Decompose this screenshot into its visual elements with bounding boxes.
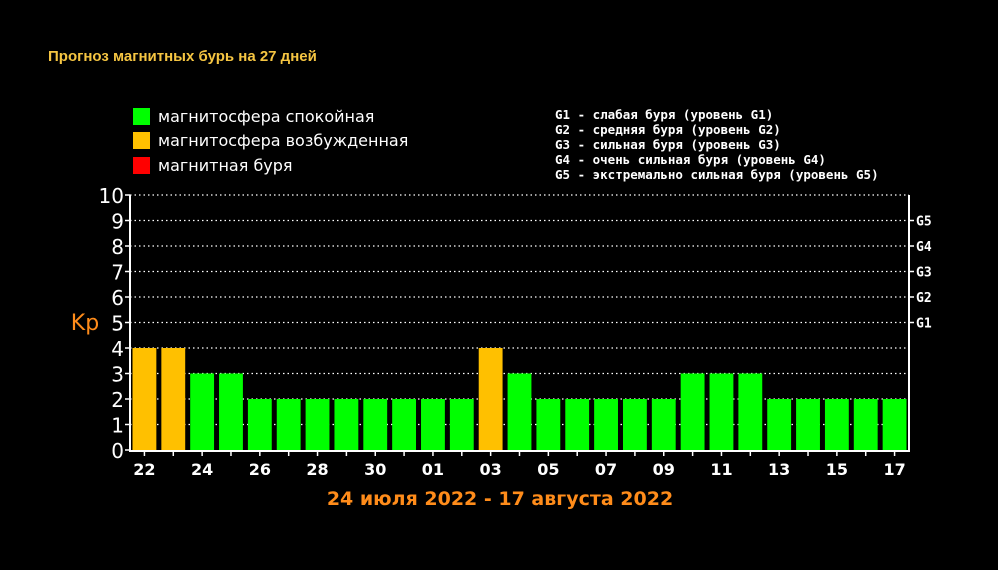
x-tick-label: 13 [768, 460, 790, 479]
x-tick-label: 28 [306, 460, 328, 479]
legend-label-quiet: магнитосфера спокойная [158, 106, 375, 126]
bar [363, 399, 388, 450]
y-tick-label: 4 [111, 337, 124, 361]
legend-swatch-active [133, 132, 150, 150]
x-tick-label: 03 [480, 460, 502, 479]
y-tick-label: 6 [111, 286, 124, 310]
y-tick-label: 7 [111, 261, 124, 285]
x-tick-label: 22 [133, 460, 155, 479]
y-tick-label: 3 [111, 363, 124, 387]
bar [247, 399, 272, 450]
bar [392, 399, 417, 450]
bar [709, 373, 734, 450]
bar [738, 373, 763, 450]
x-tick-label: 01 [422, 460, 444, 479]
legend-swatch-storm [133, 156, 150, 174]
chart-title: Прогноз магнитных бурь на 27 дней [48, 48, 317, 65]
x-tick-label: 26 [249, 460, 271, 479]
g-level-label: G3 [916, 266, 932, 281]
x-tick-label: 11 [710, 460, 732, 479]
y-tick-label: 2 [111, 388, 124, 412]
y-tick-label: 9 [111, 210, 124, 234]
g-level-label: G2 [916, 291, 932, 306]
legend-item-active: магнитосфера возбужденная [133, 129, 408, 154]
legend: магнитосфера спокойная магнитосфера возб… [133, 104, 408, 178]
x-tick-label: 15 [826, 460, 848, 479]
y-tick-label: 8 [111, 235, 124, 259]
bar [161, 348, 186, 450]
legend-swatch-quiet [133, 107, 150, 125]
x-tick-label: 07 [595, 460, 617, 479]
legend-label-storm: магнитная буря [158, 155, 293, 175]
bar [853, 399, 878, 450]
bar [594, 399, 618, 450]
date-range-label: 24 июля 2022 - 17 августа 2022 [327, 488, 673, 510]
bar [334, 399, 359, 450]
g-level-label: G1 [916, 317, 932, 332]
g-level-label: G5 [916, 215, 932, 230]
bar [536, 399, 561, 450]
bar [651, 399, 676, 450]
g-legend-line-g5: G5 - экстремально сильная буря (уровень … [555, 167, 879, 182]
g-legend-line-g3: G3 - сильная буря (уровень G3) [555, 137, 781, 152]
x-tick-label: 09 [653, 460, 675, 479]
bar [796, 399, 820, 450]
bar [824, 399, 849, 450]
bar [882, 399, 907, 450]
y-tick-label: 5 [111, 312, 124, 336]
g-scale-legend: G1 - слабая буря (уровень G1) G2 - средн… [555, 107, 879, 182]
x-tick-label: 24 [191, 460, 213, 479]
g-legend-line-g1: G1 - слабая буря (уровень G1) [555, 107, 774, 122]
bar [622, 399, 647, 450]
g-level-label: G4 [916, 240, 932, 255]
y-tick-label: 10 [99, 184, 124, 208]
bar [305, 399, 330, 450]
bar [680, 373, 705, 450]
y-axis-label: Kp [71, 311, 99, 336]
bar [219, 373, 243, 450]
legend-item-storm: магнитная буря [133, 153, 408, 178]
legend-label-active: магнитосфера возбужденная [158, 131, 409, 151]
bar [190, 373, 215, 450]
bar [276, 399, 301, 450]
bar [449, 399, 474, 450]
bar [421, 399, 445, 450]
bar [565, 399, 590, 450]
bar [478, 348, 503, 450]
g-legend-line-g2: G2 - средняя буря (уровень G2) [555, 122, 781, 137]
bar [767, 399, 792, 450]
y-tick-label: 1 [111, 414, 124, 438]
y-tick-label: 0 [111, 439, 124, 463]
x-tick-label: 30 [364, 460, 386, 479]
bar [132, 348, 157, 450]
bar [507, 373, 532, 450]
x-tick-label: 05 [537, 460, 559, 479]
x-tick-label: 17 [883, 460, 905, 479]
legend-item-quiet: магнитосфера спокойная [133, 104, 408, 129]
g-legend-line-g4: G4 - очень сильная буря (уровень G4) [555, 152, 826, 167]
